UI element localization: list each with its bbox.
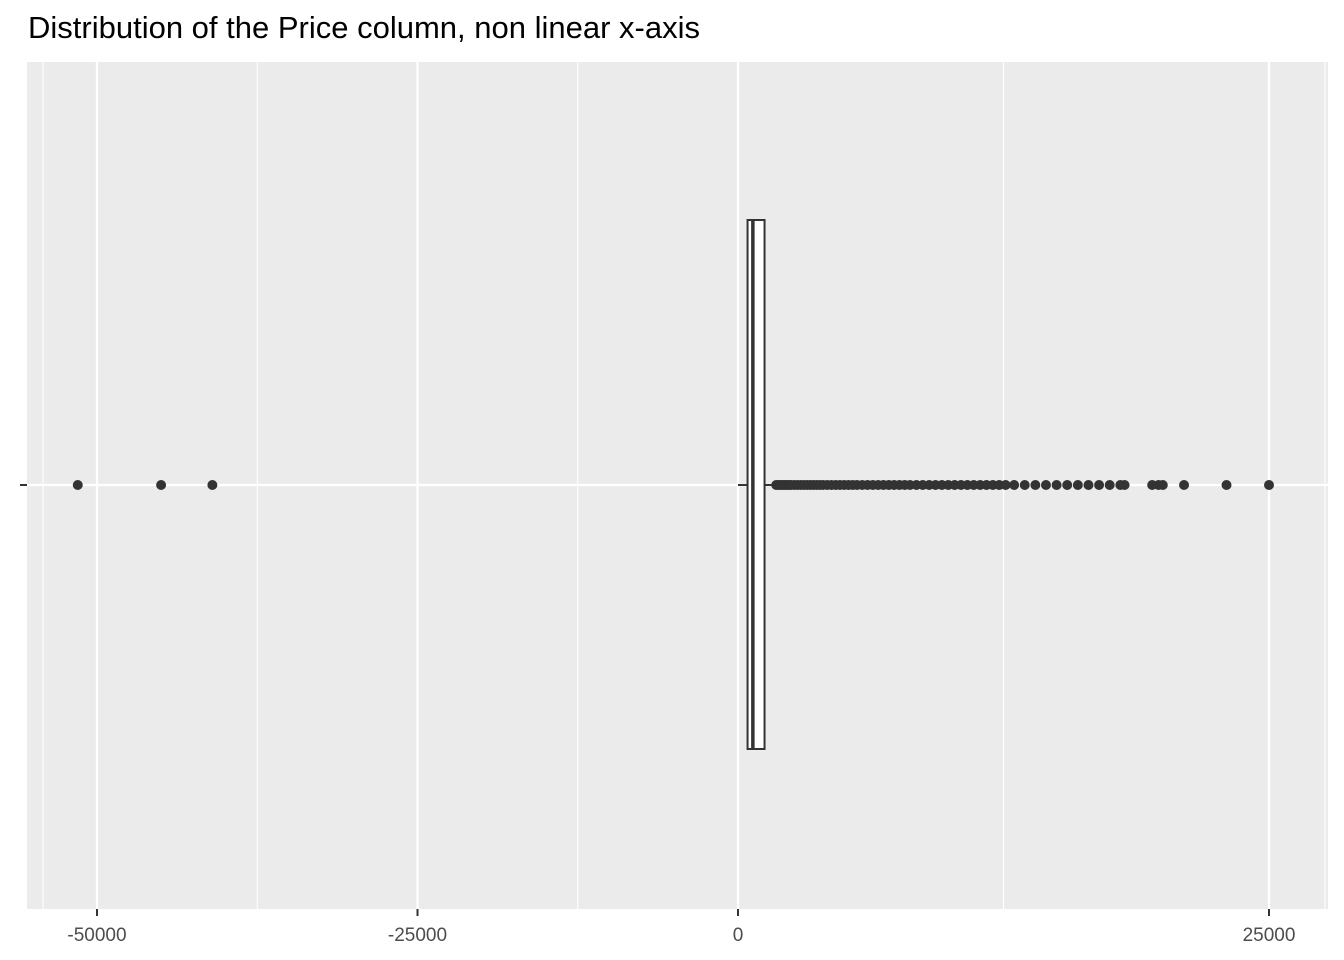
outlier-point [1051,480,1062,490]
outlier-point [1072,480,1083,490]
outlier-point [1062,480,1073,490]
outlier-point [207,480,218,490]
outlier-point [1094,480,1105,490]
outlier-point [1104,480,1115,490]
outlier-point [1083,480,1094,490]
outlier-point [1000,480,1011,490]
outlier-point [1019,480,1030,490]
outlier-point [1119,480,1130,490]
x-tick-label: 0 [733,925,744,946]
chart-title: Distribution of the Price column, non li… [28,10,700,45]
x-tick-label: 25000 [1243,925,1296,946]
outlier-point [1221,480,1232,490]
outlier-point [1264,480,1274,490]
outlier-point [1157,480,1168,490]
box [746,219,766,750]
outlier-point [1009,480,1020,490]
outlier-point [1040,480,1051,490]
x-tick-label: -50000 [67,925,126,946]
outlier-point [1030,480,1041,490]
outlier-point [156,480,167,490]
outlier-point [1179,480,1190,490]
outlier-point [72,480,83,490]
x-tick-label: -25000 [388,925,447,946]
